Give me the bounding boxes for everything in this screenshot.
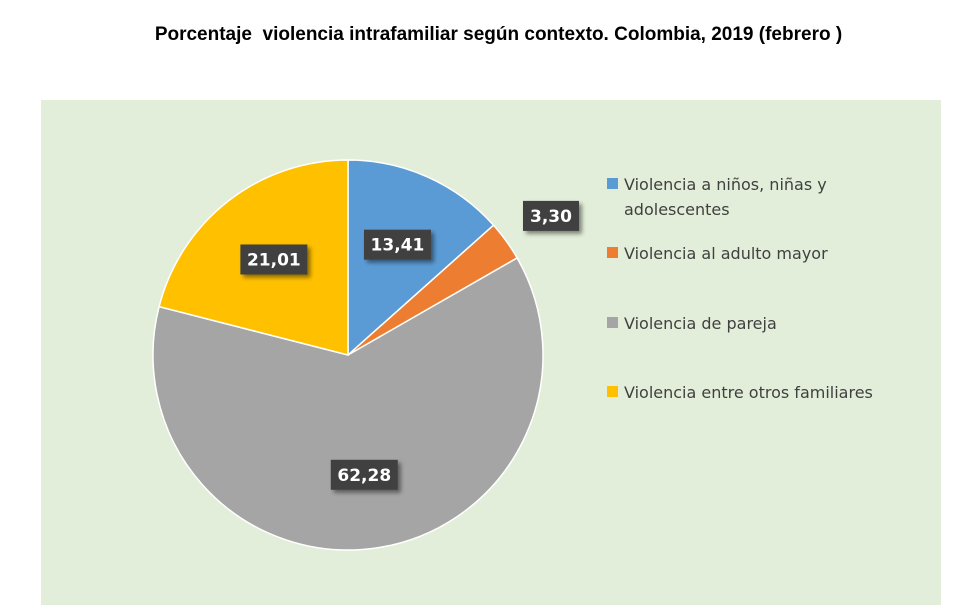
data-label: 21,01 <box>240 244 308 275</box>
data-label: 3,30 <box>522 200 579 231</box>
legend-swatch <box>607 247 618 258</box>
legend-item-otros-familiares: Violencia entre otros familiares <box>607 380 884 405</box>
legend-label: Violencia a niños, niñas y adolescentes <box>624 175 827 219</box>
data-label: 62,28 <box>330 459 398 490</box>
plot-area: 13,41 3,30 62,28 21,01 Violencia a niños, n… <box>41 100 941 605</box>
data-label-box <box>330 459 398 490</box>
legend-item-pareja: Violencia de pareja <box>607 311 884 336</box>
data-label-text: 13,41 <box>371 236 425 256</box>
data-label-text: 21,01 <box>247 250 301 270</box>
legend-swatch <box>607 386 618 397</box>
data-label-box <box>522 200 579 231</box>
data-label-box <box>363 229 431 260</box>
slice-pareja <box>152 256 544 551</box>
data-label: 13,41 <box>363 229 431 260</box>
legend-swatch <box>607 317 618 328</box>
legend-label: Violencia de pareja <box>624 314 777 333</box>
legend-item-adulto-mayor: Violencia al adulto mayor <box>607 241 884 266</box>
legend-swatch <box>607 178 618 189</box>
pie-chart: 13,41 3,30 62,28 21,01 <box>152 159 579 551</box>
chart-title: Porcentaje violencia intrafamiliar según… <box>154 24 843 45</box>
data-label-box <box>240 244 308 275</box>
legend-label: Violencia entre otros familiares <box>624 383 873 402</box>
legend-item-ninos: Violencia a niños, niñas y adolescentes <box>607 172 884 222</box>
legend-label: Violencia al adulto mayor <box>624 244 828 263</box>
data-label-text: 3,30 <box>530 207 572 227</box>
data-label-text: 62,28 <box>337 466 391 486</box>
